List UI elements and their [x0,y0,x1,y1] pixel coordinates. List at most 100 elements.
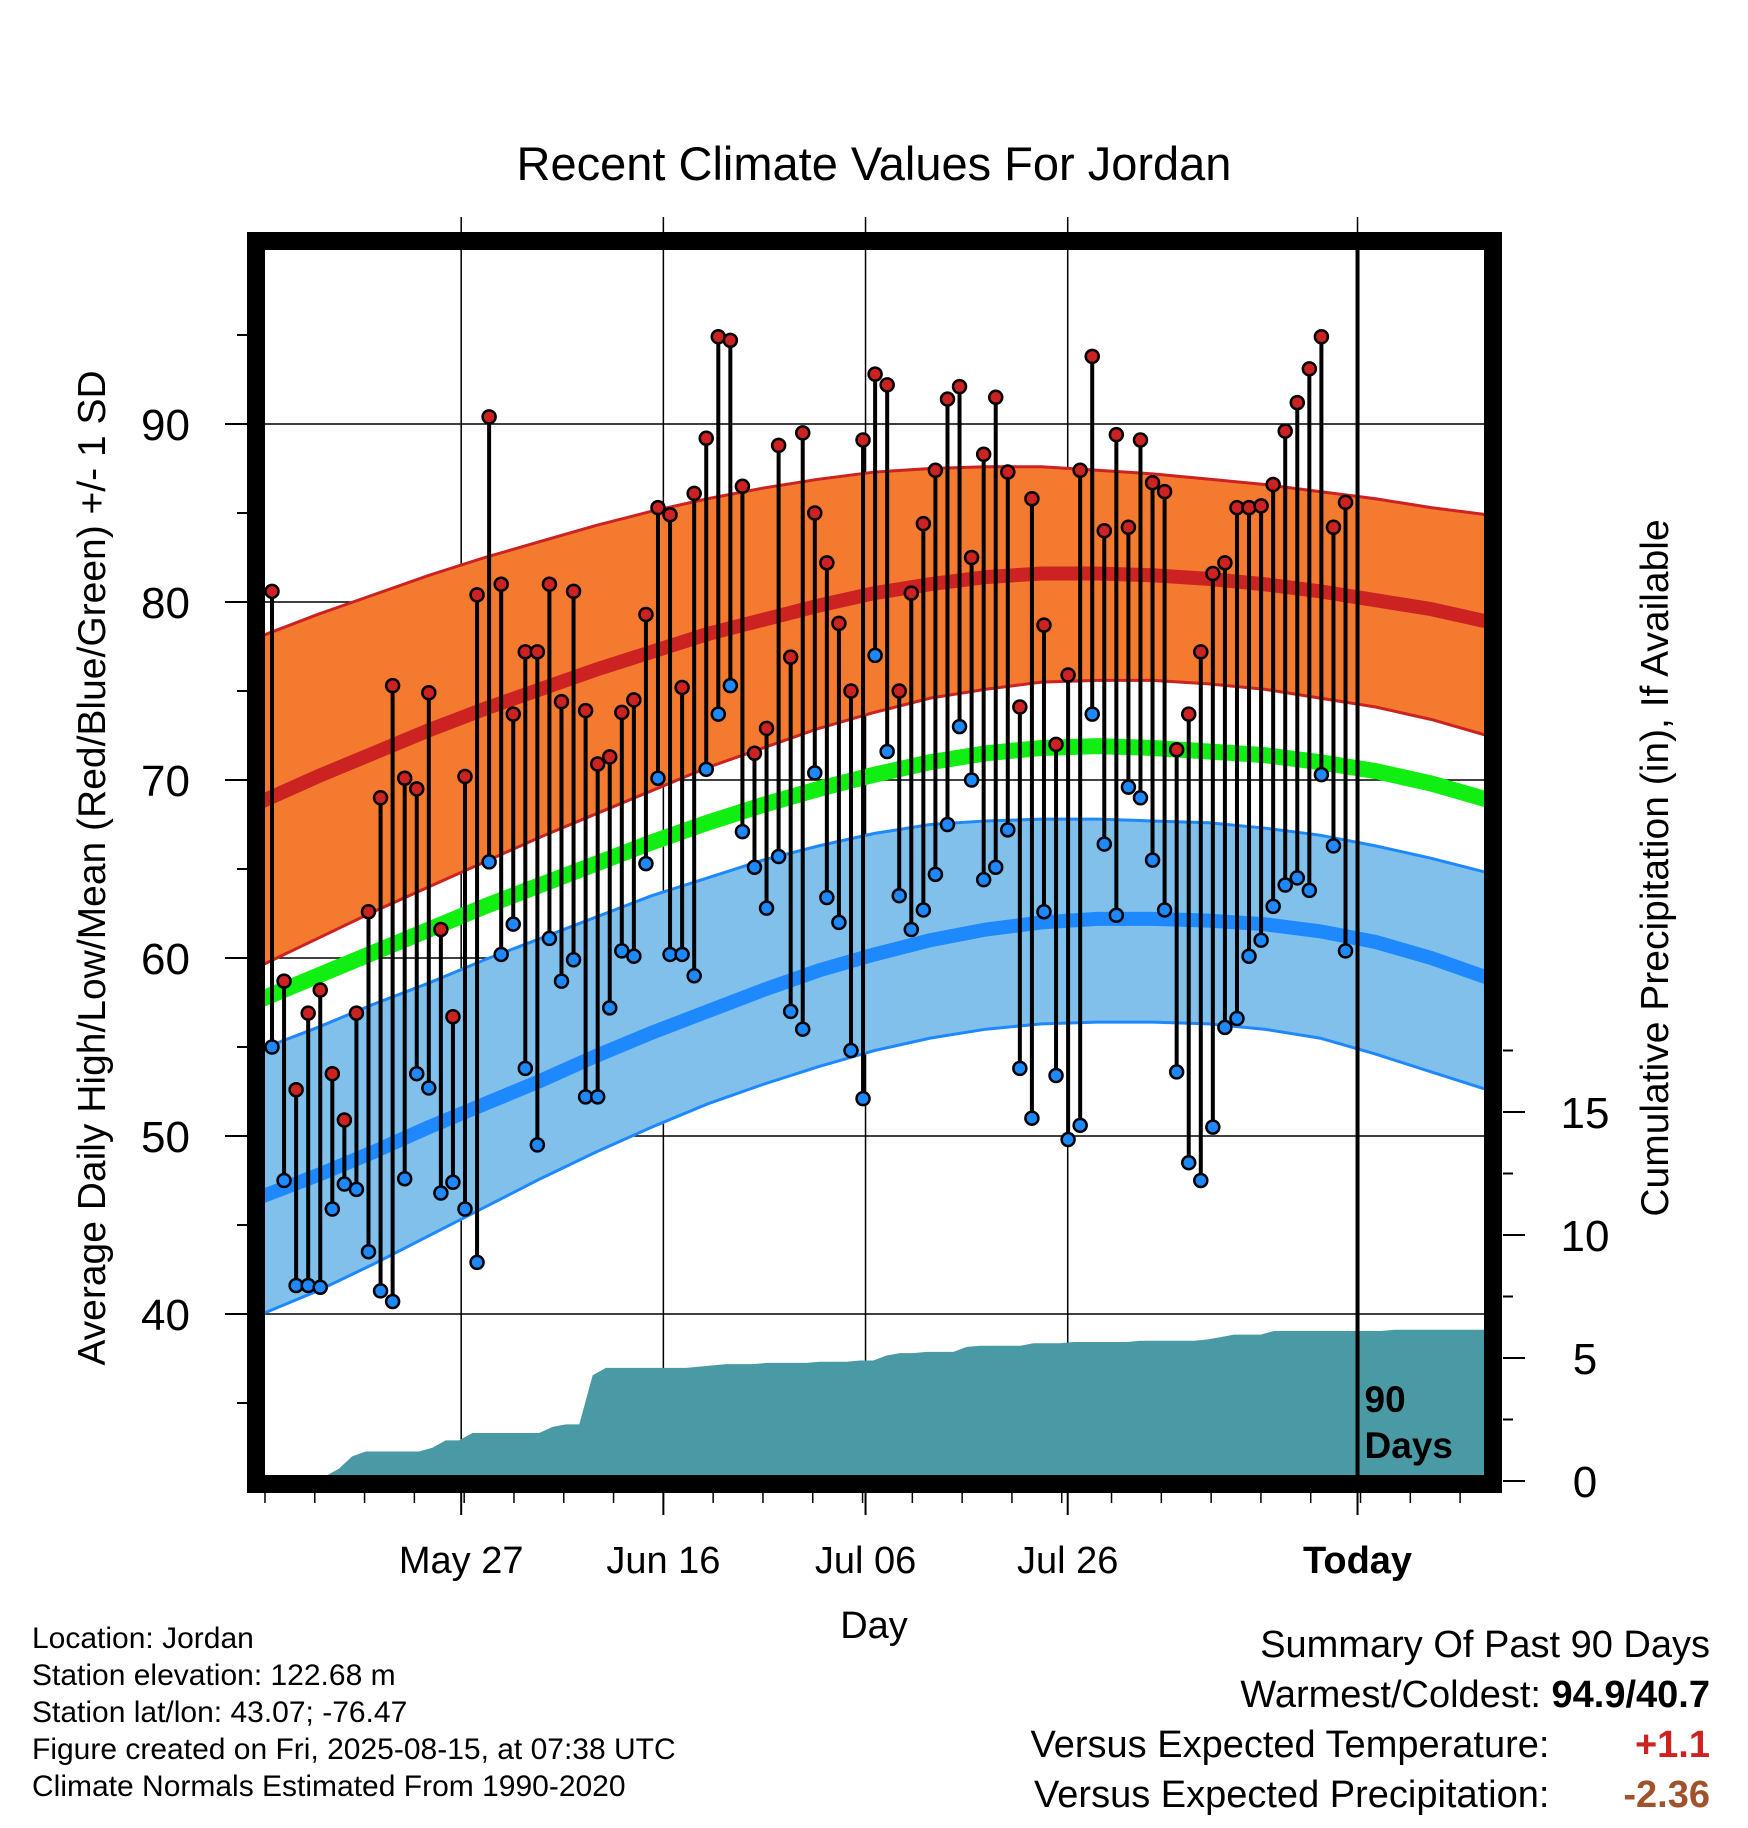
daily-high-point [1024,491,1040,507]
daily-low-point [1265,898,1281,915]
daily-high-point [1253,498,1269,514]
daily-high-point [831,615,847,632]
daily-low-point [601,1000,618,1016]
daily-high-point [481,409,497,425]
daily-low-point [493,946,509,963]
daily-high-point [674,679,690,696]
plot-frame: 90 Days [247,232,1502,1493]
daily-low-point [626,948,642,964]
today-label-line2: Days [1365,1425,1453,1466]
daily-high-point [1120,519,1137,535]
x-tick-label: Jul 06 [815,1540,916,1582]
daily-high-point [879,377,895,393]
daily-high-point [614,704,630,721]
daily-low-point [1253,932,1269,948]
daily-low-point [565,952,582,968]
x-tick-label: Jun 16 [606,1540,720,1582]
daily-low-point [1060,1131,1076,1148]
latlon-text: Station lat/lon: 43.07; -76.47 [32,1696,408,1729]
daily-high-point [601,749,618,765]
daily-low-point [1277,877,1293,893]
daily-low-point [807,765,823,781]
y2-tick-label: 15 [1561,1089,1610,1138]
y-tick-label: 50 [141,1113,190,1162]
daily-high-point [1313,329,1330,345]
daily-high-point [1289,394,1306,411]
daily-low-point [1012,1060,1028,1077]
daily-low-point [1301,882,1318,899]
daily-high-point [396,770,413,786]
daily-high-point [770,437,787,454]
daily-low-point [1096,836,1113,852]
daily-high-point [987,389,1004,406]
daily-low-point [650,770,666,786]
daily-low-point [1144,852,1161,868]
daily-low-point [312,1279,328,1296]
daily-low-point [553,973,570,989]
low-sd-lower-line [261,1020,1488,1316]
daily-low-point [1132,790,1149,806]
daily-high-point [855,432,871,448]
daily-high-point [686,485,702,502]
daily-low-point [674,946,690,963]
daily-high-point [1156,483,1173,500]
daily-low-point [481,854,497,870]
daily-low-point [276,1172,292,1189]
daily-high-point [758,720,775,737]
daily-high-point [1096,523,1113,539]
daily-low-point [457,1201,473,1217]
daily-high-point [1265,476,1281,493]
daily-high-point [915,515,932,532]
daily-high-point [493,576,509,592]
daily-low-point [1168,1064,1185,1080]
y-tick-label: 70 [141,757,190,806]
daily-low-point [384,1293,401,1310]
daily-low-point [1156,902,1173,918]
daily-high-point [843,683,859,699]
y-tick-label: 80 [141,579,190,628]
temp-row: Versus Expected Temperature: +1.1 [1031,1720,1710,1770]
y2-tick-label: 5 [1573,1335,1597,1384]
daily-low-point [831,914,847,931]
daily-low-point [963,772,980,788]
daily-high-point [445,1008,461,1025]
daily-low-point [855,1090,871,1107]
daily-high-point [662,507,678,523]
daily-high-point [638,606,654,623]
daily-low-point [408,1065,425,1082]
daily-high-point [650,499,666,516]
daily-low-point [686,968,702,984]
daily-low-point [843,1042,859,1059]
precip-value: -2.36 [1623,1774,1710,1816]
daily-high-point [746,745,763,762]
today-label-line1: 90 [1365,1379,1406,1420]
daily-low-point [819,889,835,906]
daily-high-point [1072,462,1088,479]
daily-low-point [1072,1117,1088,1134]
y2-tick-label: 10 [1561,1212,1610,1261]
daily-high-point [360,903,377,920]
daily-high-point [505,706,521,722]
daily-low-point [1108,907,1125,924]
warmest-coldest-label: Warmest/Coldest: [1240,1674,1541,1716]
daily-low-point [867,647,883,664]
daily-low-point [505,916,521,932]
daily-low-point [469,1254,485,1271]
daily-high-point [384,677,401,694]
daily-low-point [891,887,907,904]
daily-high-point [589,756,606,772]
daily-high-point [529,644,546,660]
daily-high-point [433,921,449,938]
daily-high-point [457,768,473,785]
daily-high-point [312,982,328,998]
daily-high-point [336,1112,353,1128]
daily-low-point [1193,1172,1209,1189]
daily-low-point [541,930,558,947]
daily-high-point [1180,706,1197,722]
summary-title: Summary Of Past 90 Days [1260,1624,1710,1666]
daily-high-point [782,649,799,665]
daily-high-point [1168,741,1185,758]
axes: 40 50 60 70 80 90 0 5 10 15 May 27 Jun 16 Jul 06 Jul … [141,334,1610,1582]
daily-low-point [734,823,751,840]
